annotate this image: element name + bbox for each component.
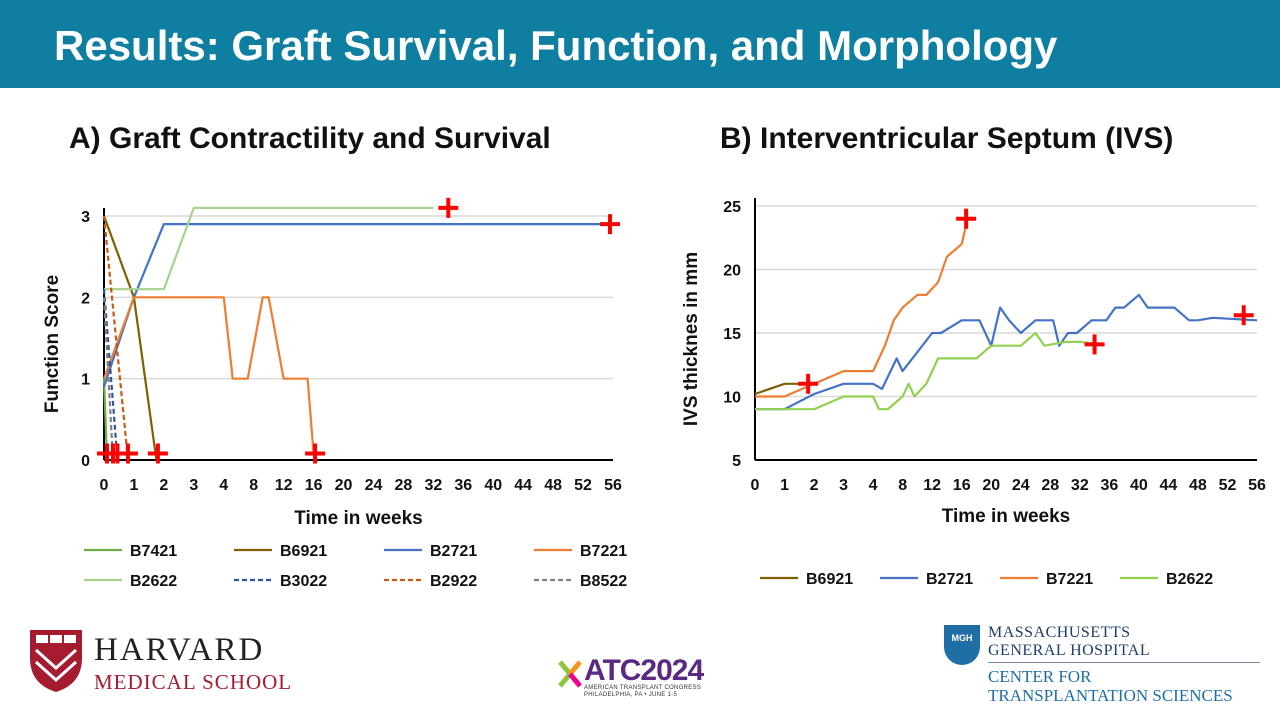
- x-tick-label: 0: [100, 477, 109, 494]
- mgh-name-line1: MASSACHUSETTS: [988, 624, 1131, 641]
- x-tick-label: 56: [1248, 477, 1266, 494]
- legend-label-B2922: B2922: [430, 573, 477, 590]
- y-tick-label: 3: [81, 209, 90, 226]
- series-line-B2622: [755, 331, 1101, 411]
- x-tick-label: 32: [424, 477, 442, 494]
- y-axis-label: Function Score: [42, 275, 63, 413]
- series-line-B2721: [102, 223, 613, 388]
- series-line-B2622: [104, 206, 434, 291]
- x-tick-label: 4: [869, 477, 878, 494]
- x-tick-label: 2: [810, 477, 819, 494]
- atc-line2: PHILADELPHIA, PA • JUNE 1-5: [584, 692, 678, 698]
- mgh-shield-icon: MGH: [944, 625, 980, 665]
- x-tick-label: 8: [249, 477, 258, 494]
- x-tick-label: 16: [305, 477, 323, 494]
- x-tick-label: 2: [159, 477, 168, 494]
- chart-a-title: A) Graft Contractility and Survival: [69, 122, 551, 155]
- x-tick-label: 8: [898, 477, 907, 494]
- harvard-name: HARVARD: [94, 632, 265, 668]
- x-axis-label: Time in weeks: [942, 506, 1071, 527]
- x-tick-label: 28: [1041, 477, 1059, 494]
- x-tick-label: 24: [365, 477, 383, 494]
- x-tick-label: 52: [574, 477, 592, 494]
- series-line-B2922: [102, 215, 130, 461]
- x-tick-label: 48: [544, 477, 562, 494]
- x-axis-label: Time in weeks: [294, 508, 423, 529]
- series-line-B6921: [102, 215, 158, 461]
- x-tick-label: 28: [395, 477, 413, 494]
- x-tick-label: 20: [335, 477, 353, 494]
- x-tick-label: 12: [923, 477, 941, 494]
- mgh-name-line2: GENERAL HOSPITAL: [988, 642, 1151, 659]
- x-tick-label: 4: [219, 477, 228, 494]
- x-tick-label: 12: [275, 477, 293, 494]
- y-tick-label: 25: [723, 199, 741, 216]
- x-tick-label: 40: [484, 477, 502, 494]
- y-tick-label: 10: [723, 390, 741, 407]
- series-line-B3022: [102, 289, 119, 461]
- y-tick-label: 2: [81, 290, 90, 307]
- x-tick-label: 36: [1100, 477, 1118, 494]
- series-line-B7221: [755, 218, 969, 398]
- x-tick-label: 1: [129, 477, 138, 494]
- cts-name-line2: TRANSPLANTATION SCIENCES: [988, 686, 1233, 705]
- x-tick-label: 1: [780, 477, 789, 494]
- mgh-divider: [988, 662, 1260, 663]
- x-tick-label: 52: [1219, 477, 1237, 494]
- y-axis-label: IVS thicknes in mm: [681, 252, 702, 426]
- x-tick-label: 32: [1071, 477, 1089, 494]
- harvard-shield-icon: [30, 630, 82, 692]
- x-tick-label: 0: [751, 477, 760, 494]
- y-tick-label: 15: [723, 326, 741, 343]
- legend-label-B2721: B2721: [926, 571, 973, 588]
- legend-label-B2721: B2721: [430, 543, 477, 560]
- x-tick-label: 3: [839, 477, 848, 494]
- legend-label-B6921: B6921: [280, 543, 327, 560]
- x-tick-label: 40: [1130, 477, 1148, 494]
- atc-mark-icon: [558, 660, 582, 688]
- x-tick-label: 56: [604, 477, 622, 494]
- series-line-B8522: [102, 297, 115, 461]
- x-tick-label: 48: [1189, 477, 1207, 494]
- harvard-logo: HARVARD MEDICAL SCHOOL: [28, 628, 298, 698]
- x-tick-label: 24: [1012, 477, 1030, 494]
- cts-name-line1: CENTER FOR: [988, 667, 1092, 686]
- legend-label-B2622: B2622: [130, 573, 177, 590]
- legend-label-B7421: B7421: [130, 543, 177, 560]
- series-line-B7221: [102, 296, 315, 454]
- x-tick-label: 44: [514, 477, 532, 494]
- x-tick-label: 36: [454, 477, 472, 494]
- x-tick-label: 20: [982, 477, 1000, 494]
- x-tick-label: 3: [189, 477, 198, 494]
- slide-title: Results: Graft Survival, Function, and M…: [54, 22, 1058, 69]
- legend-label-B3022: B3022: [280, 573, 327, 590]
- y-tick-label: 0: [81, 453, 90, 470]
- atc-line1: AMERICAN TRANSPLANT CONGRESS: [584, 685, 702, 691]
- chart-b-title: B) Interventricular Septum (IVS): [720, 122, 1174, 155]
- atc-name: ATC2024: [584, 654, 704, 687]
- series-line-B2721: [755, 293, 1258, 411]
- mgh-logo: MGH MASSACHUSETTS GENERAL HOSPITAL CENTE…: [942, 622, 1262, 712]
- title-banner: Results: Graft Survival, Function, and M…: [0, 0, 1280, 88]
- y-tick-label: 20: [723, 263, 741, 280]
- legend-label-B8522: B8522: [580, 573, 627, 590]
- legend-label-B6921: B6921: [806, 571, 853, 588]
- y-tick-label: 1: [81, 372, 90, 389]
- x-tick-label: 16: [953, 477, 971, 494]
- atc-logo: ATC2024 AMERICAN TRANSPLANT CONGRESS PHI…: [558, 654, 728, 700]
- legend-label-B2622: B2622: [1166, 571, 1213, 588]
- harvard-sub: MEDICAL SCHOOL: [94, 670, 293, 694]
- legend-label-B7221: B7221: [580, 543, 627, 560]
- y-tick-label: 5: [732, 453, 741, 470]
- legend-label-B7221: B7221: [1046, 571, 1093, 588]
- x-tick-label: 44: [1160, 477, 1178, 494]
- mgh-badge-text: MGH: [951, 633, 973, 643]
